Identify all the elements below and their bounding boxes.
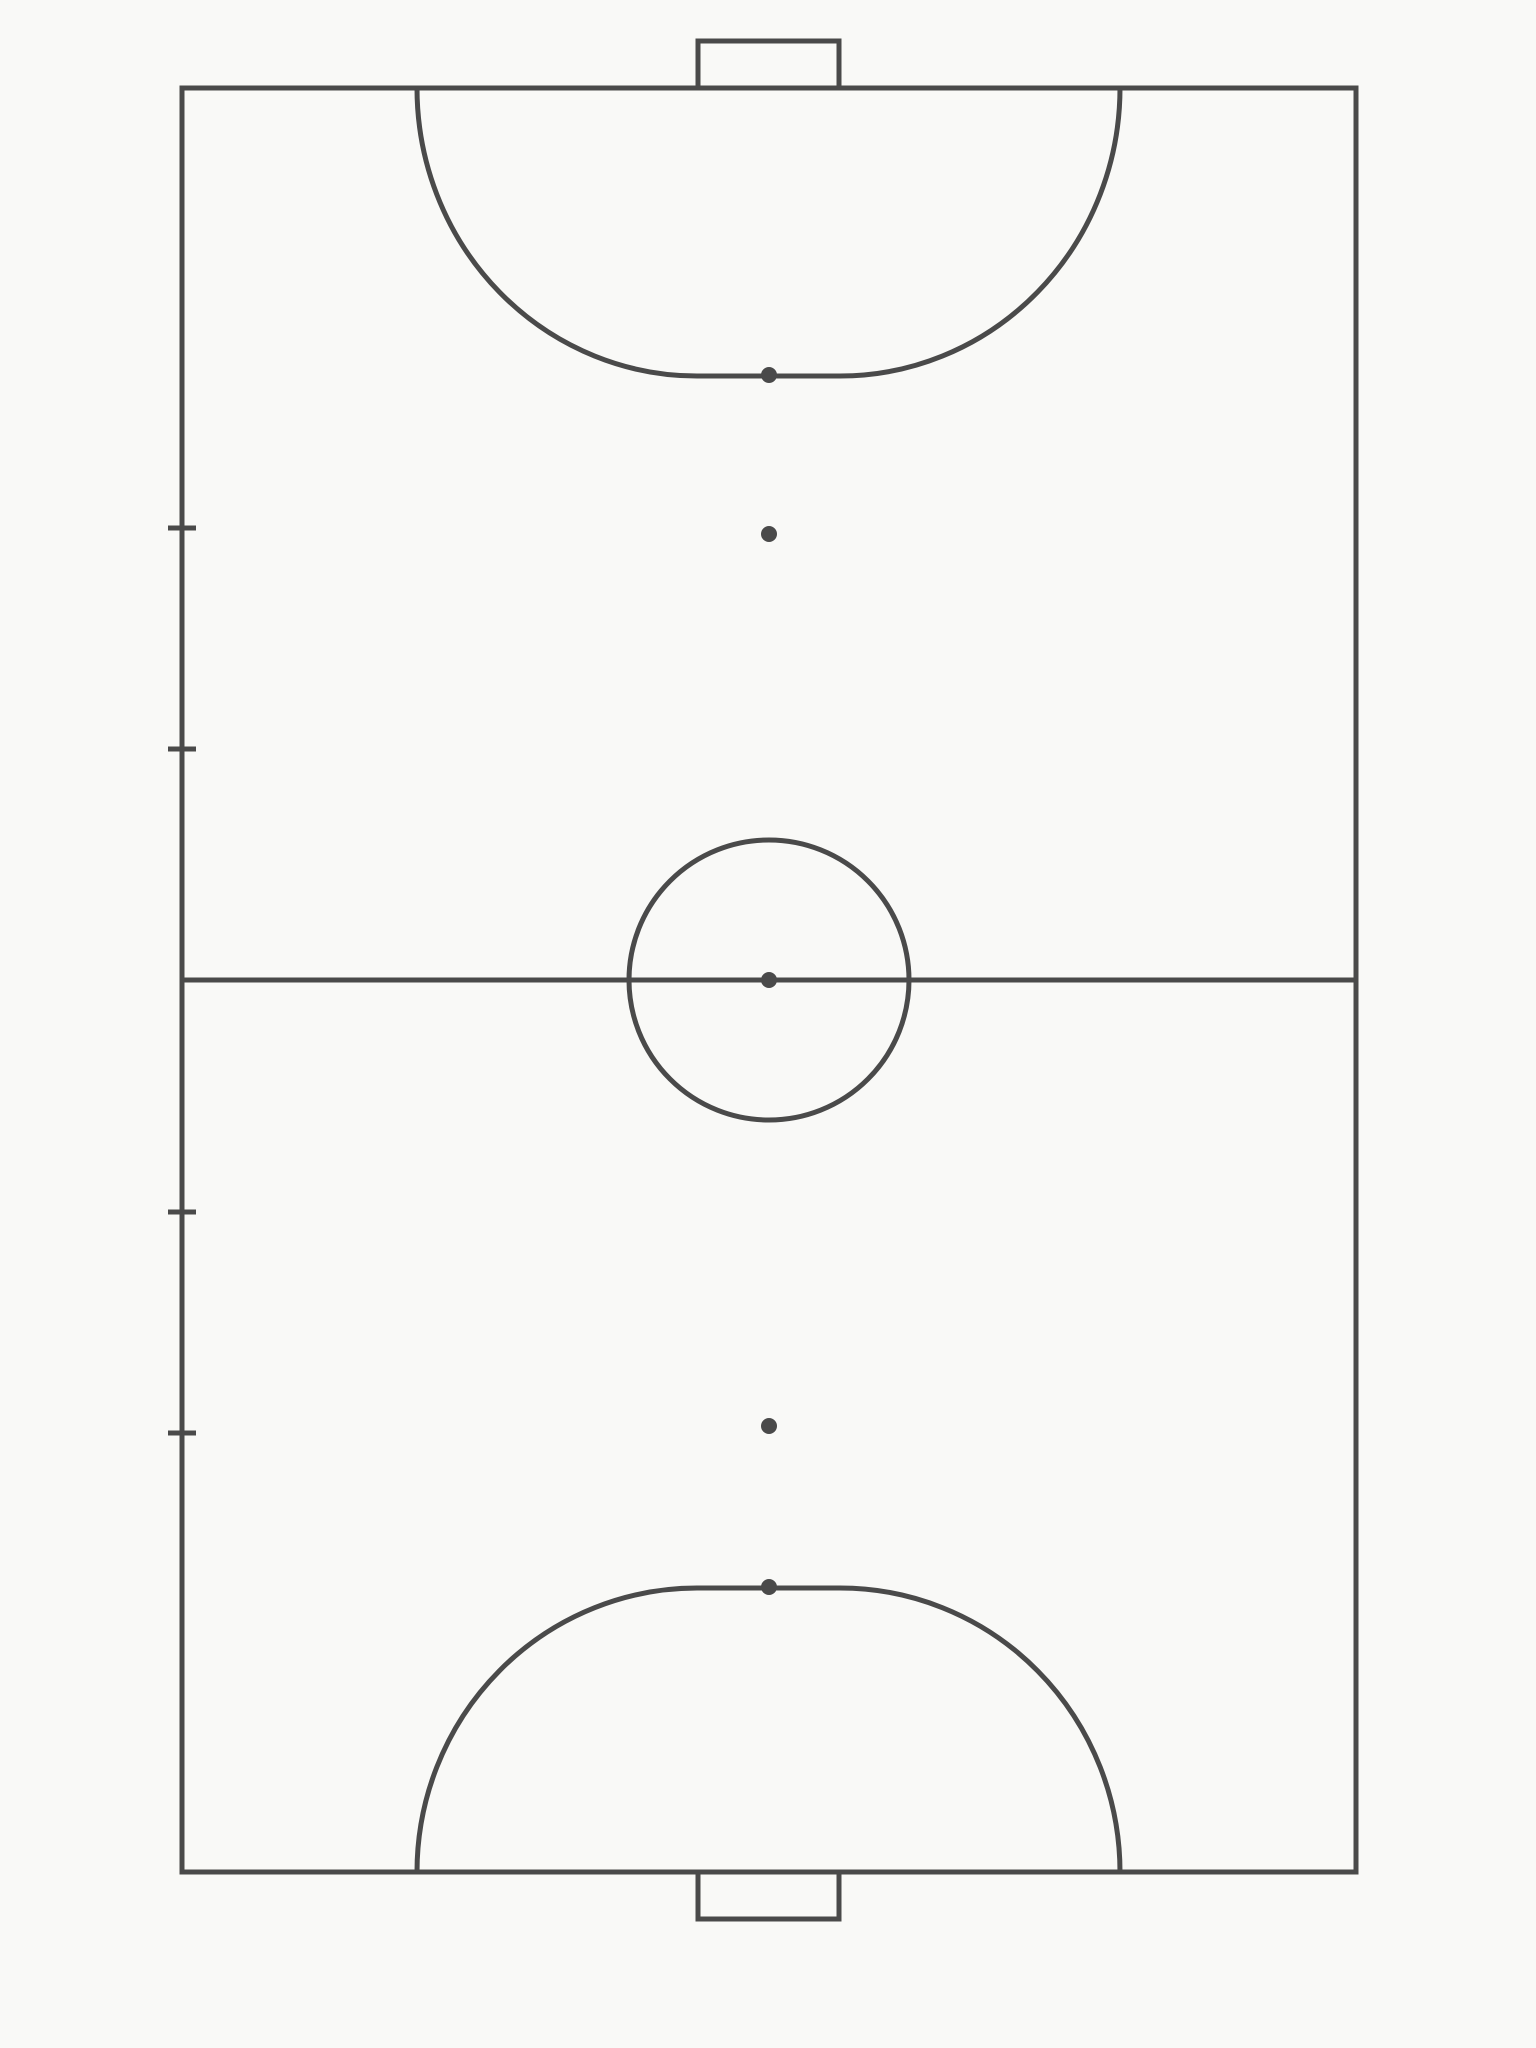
center-circle [626, 837, 912, 1123]
bottom-goal [695, 1872, 842, 1922]
bottom-penalty-spot [761, 1579, 777, 1595]
top-second-penalty-spot [761, 526, 777, 542]
top-goal [695, 38, 842, 88]
court-spots [761, 367, 777, 1595]
center-spot [761, 972, 777, 988]
bottom-second-penalty-spot [761, 1418, 777, 1434]
top-penalty-spot [761, 367, 777, 383]
